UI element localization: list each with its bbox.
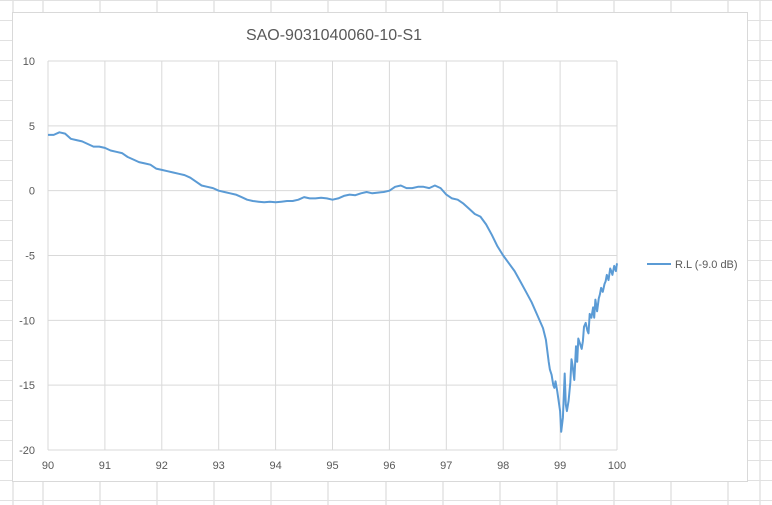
y-axis-tick-labels: 10 5 0 -5 -10 -15 -20	[19, 56, 35, 457]
y-tick-label: -15	[19, 380, 35, 392]
y-tick-label: 10	[23, 56, 35, 68]
line-chart: SAO-9031040060-10-S1 90 91 92 93 94 95 96 97 98 9…	[19, 27, 738, 472]
legend[interactable]: R.L (-9.0 dB)	[647, 259, 738, 271]
y-tick-label: 0	[29, 186, 35, 198]
x-tick-label: 91	[99, 460, 111, 472]
chart-area[interactable]: SAO-9031040060-10-S1 90 91 92 93 94 95 96 97 98 9…	[12, 12, 748, 482]
x-tick-label: 98	[497, 460, 509, 472]
legend-entry-label: R.L (-9.0 dB)	[675, 259, 738, 271]
y-tick-label: -20	[19, 445, 35, 457]
y-tick-label: -10	[19, 315, 35, 327]
x-tick-label: 95	[326, 460, 338, 472]
plot-gridlines	[47, 60, 618, 451]
x-tick-label: 92	[156, 460, 168, 472]
x-tick-label: 97	[440, 460, 452, 472]
x-axis-tick-labels: 90 91 92 93 94 95 96 97 98 99 100	[42, 460, 626, 472]
x-tick-label: 99	[554, 460, 566, 472]
x-tick-label: 96	[383, 460, 395, 472]
x-tick-label: 94	[269, 460, 281, 472]
series-group	[48, 131, 618, 433]
chart-title: SAO-9031040060-10-S1	[246, 27, 422, 44]
y-tick-label: 5	[29, 121, 35, 133]
x-tick-label: 100	[608, 460, 626, 472]
x-tick-label: 93	[213, 460, 225, 472]
y-tick-label: -5	[25, 251, 35, 263]
series-line-rl[interactable]	[48, 131, 618, 433]
x-tick-label: 90	[42, 460, 54, 472]
